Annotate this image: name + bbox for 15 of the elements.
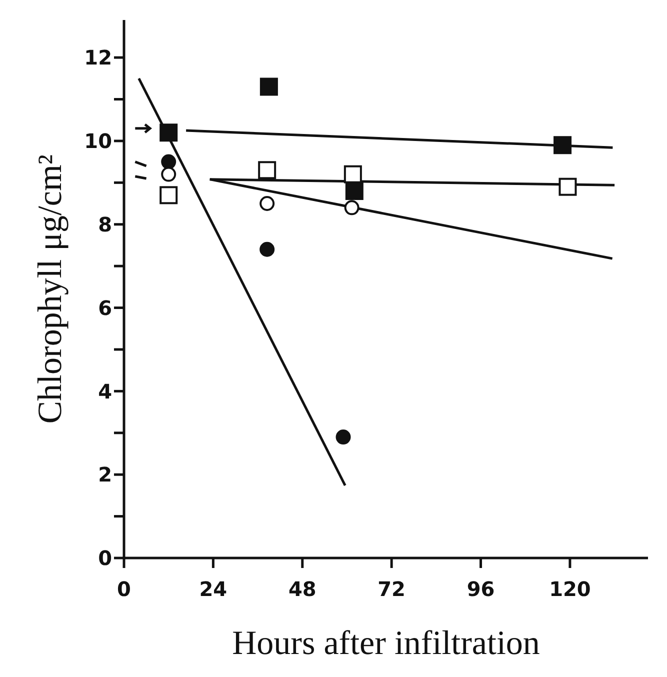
x-tick-label: 0 — [117, 577, 131, 602]
y-axis-title: Chlorophyll μg/cm² — [32, 154, 68, 424]
x-tick-label: 48 — [288, 577, 316, 602]
y-tick-label: 12 — [84, 46, 112, 70]
y-tick-label: 0 — [98, 546, 112, 570]
x-tick-label: 120 — [549, 577, 591, 602]
y-tick-label: 2 — [98, 462, 112, 487]
y-tick-label: 8 — [98, 212, 112, 236]
x-tick-label: 72 — [378, 577, 406, 602]
x-tick-label: 24 — [199, 577, 228, 602]
x-axis-title: Hours after infiltration — [232, 625, 540, 662]
y-tick-label: 6 — [98, 296, 112, 320]
x-tick-label: 96 — [466, 577, 495, 602]
y-tick-label: 10 — [84, 129, 112, 154]
y-tick-label: 4 — [98, 379, 112, 404]
